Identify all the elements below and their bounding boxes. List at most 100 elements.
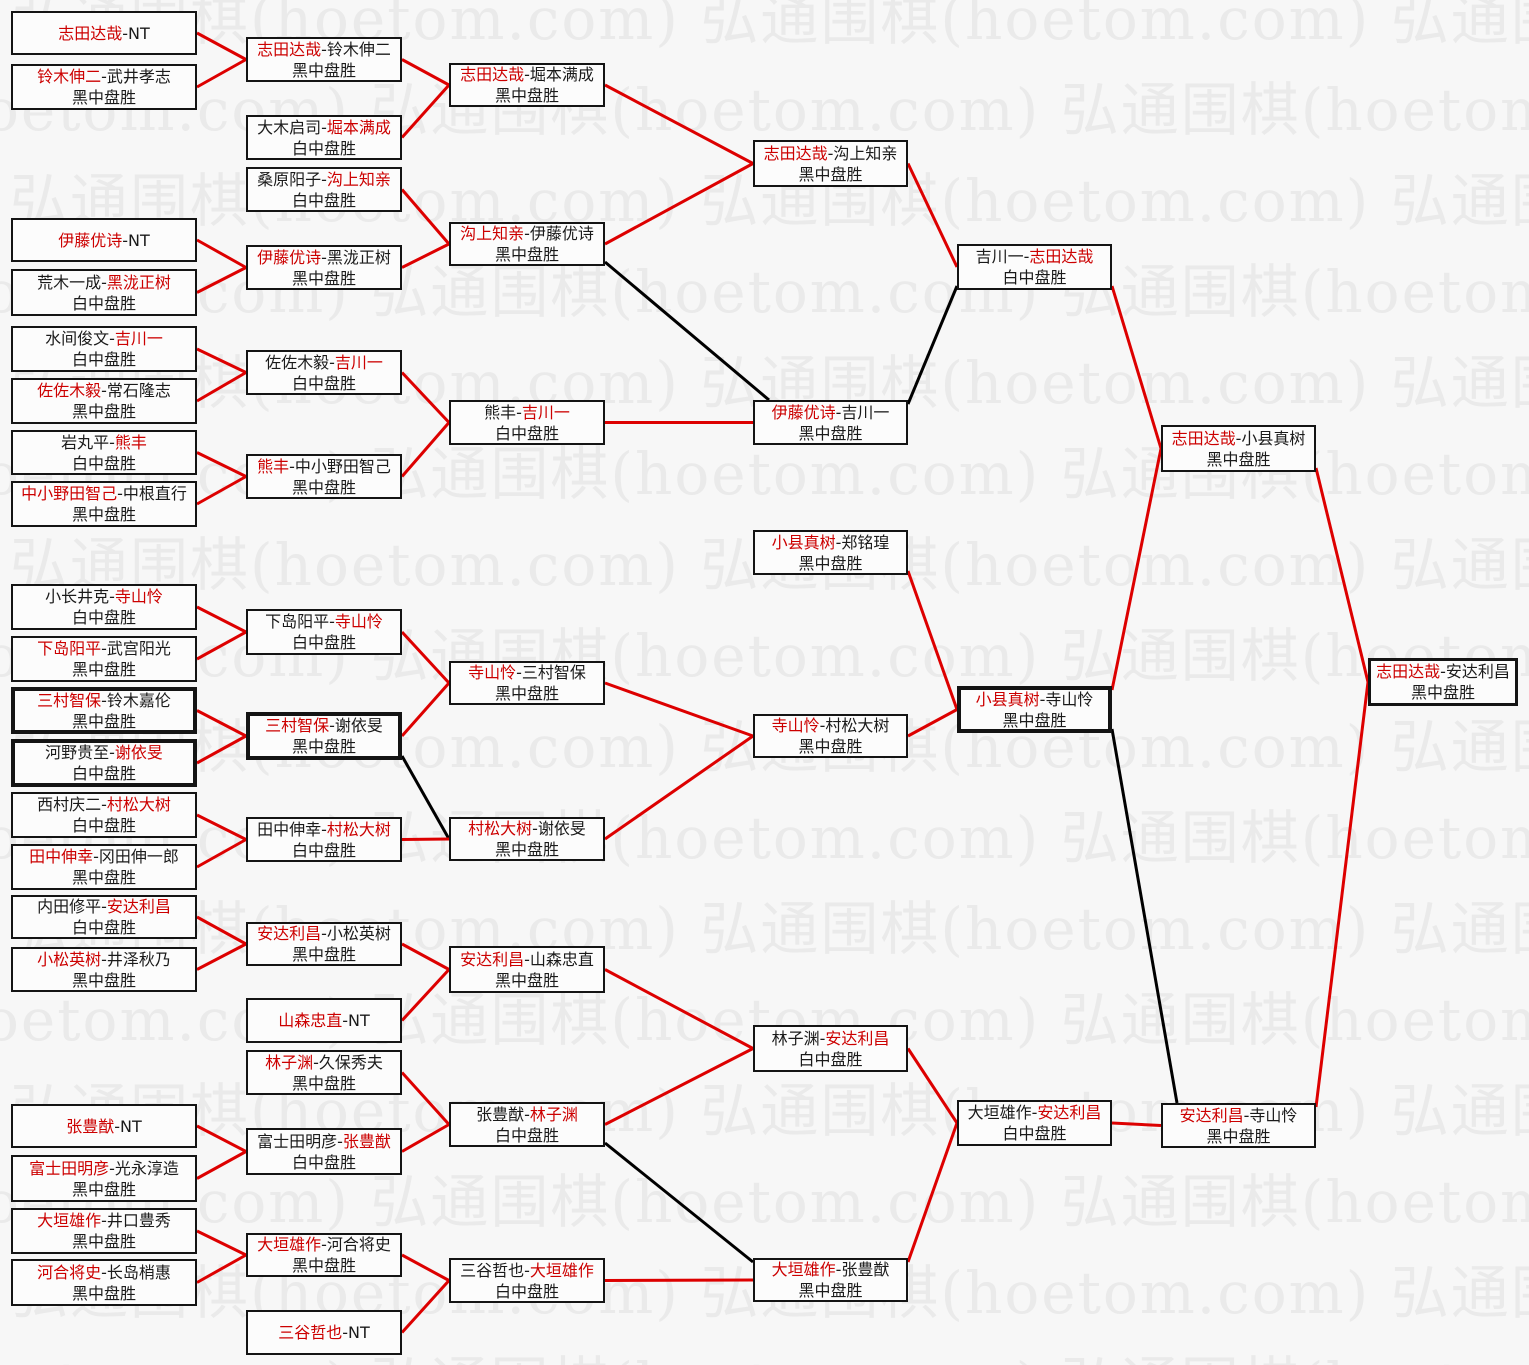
dash: - — [321, 169, 327, 189]
winner-line-r2b5-r3b3 — [400, 371, 451, 424]
result-label: 黑中盘胜 — [494, 245, 559, 264]
dash: - — [101, 272, 107, 292]
winner-name: 谢依旻 — [114, 743, 163, 762]
match-box-b3: 伊藤优诗-NT — [11, 218, 197, 262]
winner-name: 村松大树 — [468, 819, 533, 838]
matchup-label: 内田修平-安达利昌 — [37, 896, 171, 917]
match-box-b19: 大垣雄作-井口豊秀 黑中盘胜 — [11, 1208, 197, 1254]
result-label: 黑中盘胜 — [71, 88, 136, 107]
winner-name: 张豊猷 — [66, 1116, 115, 1136]
dash: - — [101, 795, 107, 814]
dash: - — [109, 432, 115, 452]
loser-name: 中根直行 — [122, 484, 187, 503]
winner-name: 小松英树 — [37, 949, 102, 969]
match-box-b10: 下岛阳平-武宫阳光 黑中盘胜 — [11, 636, 197, 682]
winner-name: 志田达哉 — [460, 65, 525, 84]
matchup-label: 林子渊-安达利昌 — [772, 1028, 890, 1049]
result-label: 黑中盘胜 — [291, 1073, 356, 1093]
result-label: 黑中盘胜 — [71, 660, 136, 679]
loser-line-r3b7-r4b6 — [604, 1141, 754, 1264]
result-label: 白中盘胜 — [71, 453, 136, 473]
result-label: 黑中盘胜 — [71, 1179, 136, 1199]
result-label: 白中盘胜 — [494, 1281, 559, 1301]
result-label: 黑中盘胜 — [798, 423, 863, 443]
matchup-label: 伊藤优诗-吉川一 — [772, 402, 890, 423]
winner-name: 吉川一 — [114, 329, 163, 348]
winner-name: 小县真树 — [771, 532, 836, 552]
result-label: 黑中盘胜 — [71, 1283, 136, 1303]
match-box-r3b1: 志田达哉-堀本满成 黑中盘胜 — [449, 63, 605, 107]
result-label: 黑中盘胜 — [291, 945, 356, 964]
match-box-r2b12: 林子渊-久保秀夫 黑中盘胜 — [246, 1050, 402, 1095]
matchup-label: 吉川一-志田达哉 — [976, 246, 1094, 267]
winner-name: 大垣雄作 — [37, 1211, 102, 1230]
loser-name: 桑原阳子 — [257, 169, 322, 189]
match-box-b18: 富士田明彦-光永淳造 黑中盘胜 — [11, 1155, 197, 1202]
matchup-label: 佐佐木毅-常石隆志 — [37, 380, 171, 401]
winner-name: 林子渊 — [265, 1052, 314, 1072]
loser-name: 小松英树 — [326, 924, 391, 943]
matchup-label: 下岛阳平-寺山怜 — [265, 611, 383, 632]
result-label: 白中盘胜 — [291, 373, 356, 393]
dash: - — [516, 663, 522, 682]
matchup-label: 岩丸平-熊丰 — [61, 432, 147, 453]
matchup-label: 安达利昌-寺山怜 — [1180, 1105, 1298, 1126]
winner-line-b14-r2b9 — [196, 838, 247, 869]
winner-line-b17-r2b13 — [196, 1124, 247, 1153]
winner-name: 大垣雄作 — [529, 1260, 594, 1280]
match-box-r4b2: 伊藤优诗-吉川一 黑中盘胜 — [753, 400, 908, 445]
result-label: 黑中盘胜 — [71, 505, 136, 524]
winner-name: 村松大树 — [326, 819, 391, 839]
result-label: 黑中盘胜 — [798, 737, 863, 756]
result-label: 白中盘胜 — [71, 608, 136, 627]
match-box-r4b1: 志田达哉-沟上知亲 黑中盘胜 — [753, 140, 908, 187]
dash: - — [1440, 662, 1446, 681]
winner-name: 熊丰 — [114, 432, 147, 452]
dash: - — [1243, 1105, 1250, 1125]
matchup-label: 寺山怜-三村智保 — [468, 662, 586, 683]
matchup-label: 佐佐木毅-吉川一 — [265, 352, 383, 373]
winner-name: 三村智保 — [37, 690, 102, 710]
loser-name: 大木启司 — [257, 117, 322, 137]
winner-name: 寺山怜 — [334, 612, 383, 631]
winner-name: 志田达哉 — [58, 23, 123, 43]
winner-name: 黑泷正树 — [106, 272, 171, 292]
winner-line-b3-r2b4 — [196, 238, 247, 269]
dash: - — [93, 847, 99, 866]
loser-name: 大垣雄作 — [967, 1103, 1032, 1122]
dash: - — [109, 743, 115, 762]
matchup-label: 铃木伸二-武井孝志 — [37, 66, 171, 87]
dash: - — [1039, 689, 1046, 709]
winner-line-r5b3-sf2 — [1111, 1121, 1162, 1127]
loser-name: 谢依旻 — [537, 819, 586, 838]
winner-name: 安达利昌 — [106, 897, 171, 916]
loser-name: 小长井克 — [45, 587, 110, 606]
result-label: 白中盘胜 — [291, 138, 356, 158]
winner-line-r2b6-r3b3 — [400, 421, 451, 478]
winner-line-r4b5-r5b3 — [906, 1047, 959, 1124]
loser-name: 河野贵至 — [45, 743, 110, 762]
match-box-r2b9: 田中伸幸-村松大树 白中盘胜 — [246, 817, 402, 862]
matchup-label: 熊丰-中小野田智己 — [257, 456, 391, 477]
loser-name: 吉川一 — [841, 402, 890, 422]
winner-name: 田中伸幸 — [29, 847, 94, 866]
loser-line-r2b8-r3b5 — [400, 755, 451, 840]
match-box-r4b5: 林子渊-安达利昌 白中盘胜 — [753, 1025, 908, 1072]
loser-name: 富士田明彦 — [257, 1131, 338, 1151]
matchup-label: 富士田明彦-光永淳造 — [29, 1158, 179, 1179]
matchup-label: 熊丰-吉川一 — [484, 402, 570, 423]
loser-name: 张豊猷 — [476, 1104, 525, 1124]
dash: - — [321, 819, 327, 839]
match-box-b1: 志田达哉-NT — [11, 11, 197, 55]
dash: - — [827, 143, 834, 163]
winner-line-b4-r2b4 — [196, 266, 247, 294]
result-label: 黑中盘胜 — [1002, 710, 1067, 730]
loser-line-r3b2-r4b2 — [604, 260, 770, 402]
dash: - — [109, 587, 115, 606]
winner-name: 吉川一 — [334, 352, 383, 372]
loser-name: 铃木伸二 — [326, 39, 391, 59]
match-box-r2b8: 三村智保-谢依旻 黑中盘胜 — [246, 712, 402, 760]
loser-name: 张豊猷 — [841, 1260, 890, 1279]
loser-name: 久保秀夫 — [318, 1052, 383, 1072]
